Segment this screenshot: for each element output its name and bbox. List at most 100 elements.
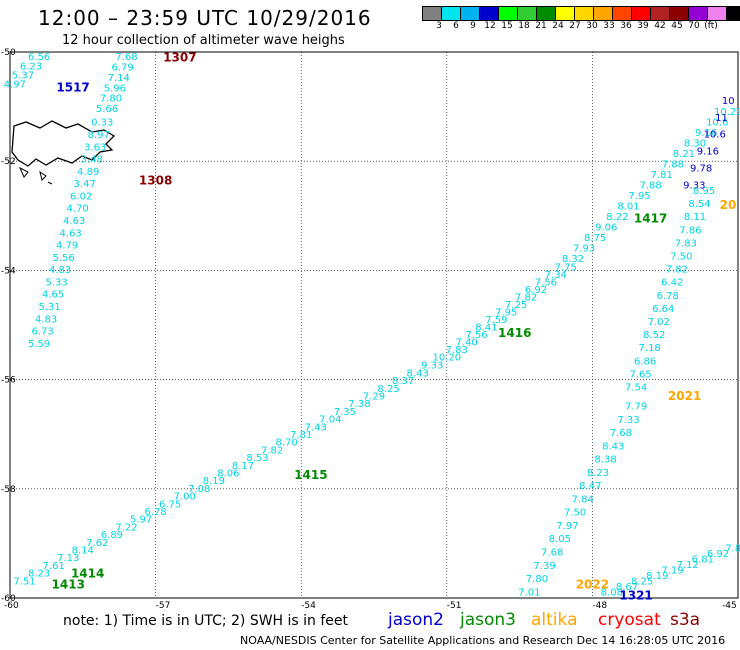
- wave-height-value: 8.22: [606, 212, 628, 223]
- wave-height-value: 8.38: [594, 455, 616, 466]
- wave-height-value: 4.65: [42, 290, 64, 301]
- wave-height-value: 6.89: [101, 530, 123, 541]
- wave-height-value: 7.00: [174, 492, 196, 503]
- axis-tick-labels: -60 -57 -54 -51 -48 -45 -50 -52 -54 -56 -58 -60: [1, 48, 737, 610]
- wave-height-value: 7.68: [610, 428, 632, 439]
- color-scale-label: 30: [586, 21, 598, 31]
- pass-number-label: 1517: [56, 80, 89, 94]
- wave-height-value: 6.92: [525, 285, 547, 296]
- color-scale-label: 70: [688, 21, 700, 31]
- wave-height-value: 7.84: [572, 494, 594, 505]
- wave-height-value: 8.17: [232, 461, 254, 472]
- wave-height-value: 8.95: [693, 186, 715, 197]
- wave-height-value: 5.97: [130, 515, 152, 526]
- pass-number-label: 1417: [634, 212, 667, 226]
- wave-height-value: 7.88: [640, 181, 662, 192]
- wave-height-value: 5.59: [28, 339, 50, 350]
- legend-item-cryosat: cryosat: [598, 610, 661, 630]
- legend-item-s3a: s3a: [670, 610, 701, 630]
- color-scale: [422, 6, 740, 21]
- wave-height-value: 7.02: [648, 317, 670, 328]
- wave-height-value: 10.29: [714, 107, 740, 118]
- wave-height-value: 7.61: [43, 561, 65, 572]
- footer: note: 1) Time is in UTC; 2) SWH is in fe…: [0, 610, 740, 650]
- wave-height-value: 5.66: [96, 104, 118, 115]
- pass-number-label: 1415: [294, 468, 327, 482]
- wave-height-value: 9.33: [421, 361, 443, 372]
- wave-height-value: 7.38: [348, 399, 370, 410]
- wave-height-value: 8.21: [673, 149, 695, 160]
- wave-height-value: 6.02: [70, 191, 92, 202]
- color-scale-label: 45: [671, 21, 683, 31]
- wave-height-value: 8.25: [631, 576, 653, 587]
- color-scale-label: 27: [569, 21, 581, 31]
- wave-height-value: 4.70: [67, 204, 89, 215]
- latitude-tick-label: -56: [1, 376, 16, 386]
- wave-height-value: 3.63: [84, 142, 106, 153]
- wave-height-value: 7.80: [100, 94, 122, 105]
- wave-height-value: 10: [722, 96, 735, 107]
- wave-height-value: 6.78: [144, 507, 166, 518]
- wave-height-value: 5.33: [46, 277, 68, 288]
- wave-height-value: 8.75: [584, 233, 606, 244]
- wave-height-value: 5.96: [104, 83, 126, 94]
- wave-height-value: 7.01: [518, 587, 540, 598]
- wave-height-value: 6.75: [159, 499, 181, 510]
- pass-number-label: 1308: [139, 173, 172, 187]
- wave-height-value: 8.70: [276, 438, 298, 449]
- color-scale-label: 6: [453, 21, 459, 31]
- wave-height-value: 3.48: [81, 155, 103, 166]
- wave-height-value: 3.47: [74, 179, 96, 190]
- wave-height-value: 7.80: [526, 574, 548, 585]
- wave-height-value: 7.35: [334, 407, 356, 418]
- wave-height-value: 7.59: [485, 315, 507, 326]
- pass-number-label: 1307: [163, 50, 196, 64]
- longitude-tick-label: -54: [301, 601, 316, 610]
- longitude-tick-label: -60: [4, 601, 19, 610]
- color-scale-label: 24: [552, 21, 564, 31]
- wave-height-value: 8.06: [217, 469, 239, 480]
- graticule: [10, 52, 738, 598]
- wave-height-value: 8.30: [684, 138, 706, 149]
- wave-height-value: 7.93: [573, 244, 595, 255]
- color-scale-label: 15: [501, 21, 513, 31]
- wave-height-value: 5.56: [53, 253, 75, 264]
- pass-number-label: 1414: [71, 566, 104, 580]
- wave-height-value: 8.08: [601, 587, 623, 598]
- longitude-tick-label: -45: [722, 601, 737, 610]
- wave-height-value: 4.83: [35, 314, 57, 325]
- satellite-tracks: 6.566.235.374.97 15177.686.797.145.967.80…: [4, 50, 740, 602]
- wave-height-value: 7.56: [535, 277, 557, 288]
- wave-height-value: 7.82: [666, 265, 688, 276]
- wave-height-value: 10.6: [706, 117, 728, 128]
- wave-height-value: 8.47: [579, 481, 601, 492]
- wave-height-value: 8.32: [562, 254, 584, 265]
- wave-height-value: 7.65: [629, 369, 651, 380]
- wave-height-value: 8.97: [88, 130, 110, 141]
- legend-item-jason3: jason3: [460, 610, 516, 630]
- color-scale-label: 21: [535, 21, 547, 31]
- wave-height-value: 8.37: [392, 376, 414, 387]
- wave-height-value: 8.23: [587, 468, 609, 479]
- color-scale-label: 18: [518, 21, 530, 31]
- wave-height-value: 7.25: [505, 300, 527, 311]
- longitude-tick-label: -57: [156, 601, 171, 610]
- wave-height-value: 7.43: [305, 422, 327, 433]
- color-scale-label: 33: [603, 21, 615, 31]
- wave-height-value: 7.75: [555, 262, 577, 273]
- wave-height-value: 7.97: [556, 521, 578, 532]
- pass-number-label: 1321: [619, 588, 652, 602]
- wave-height-value: 8.43: [602, 441, 624, 452]
- pass-number-label: 20: [720, 198, 737, 212]
- pass-number-label: 2022: [576, 577, 609, 591]
- latitude-tick-label: -60: [1, 594, 16, 604]
- wave-height-value: 7.14: [108, 73, 130, 84]
- pass-number-label: 1416: [498, 326, 531, 340]
- footer-note: note: 1) Time is in UTC; 2) SWH is in fe…: [63, 613, 349, 629]
- wave-height-value: 7.19: [661, 565, 683, 576]
- wave-height-value: 7.18: [639, 343, 661, 354]
- wave-height-value: 8.54: [688, 199, 710, 210]
- latitude-tick-label: -54: [1, 266, 16, 276]
- wave-height-value: 6.79: [111, 63, 133, 74]
- footer-credit: NOAA/NESDIS Center for Satellite Applica…: [240, 634, 726, 647]
